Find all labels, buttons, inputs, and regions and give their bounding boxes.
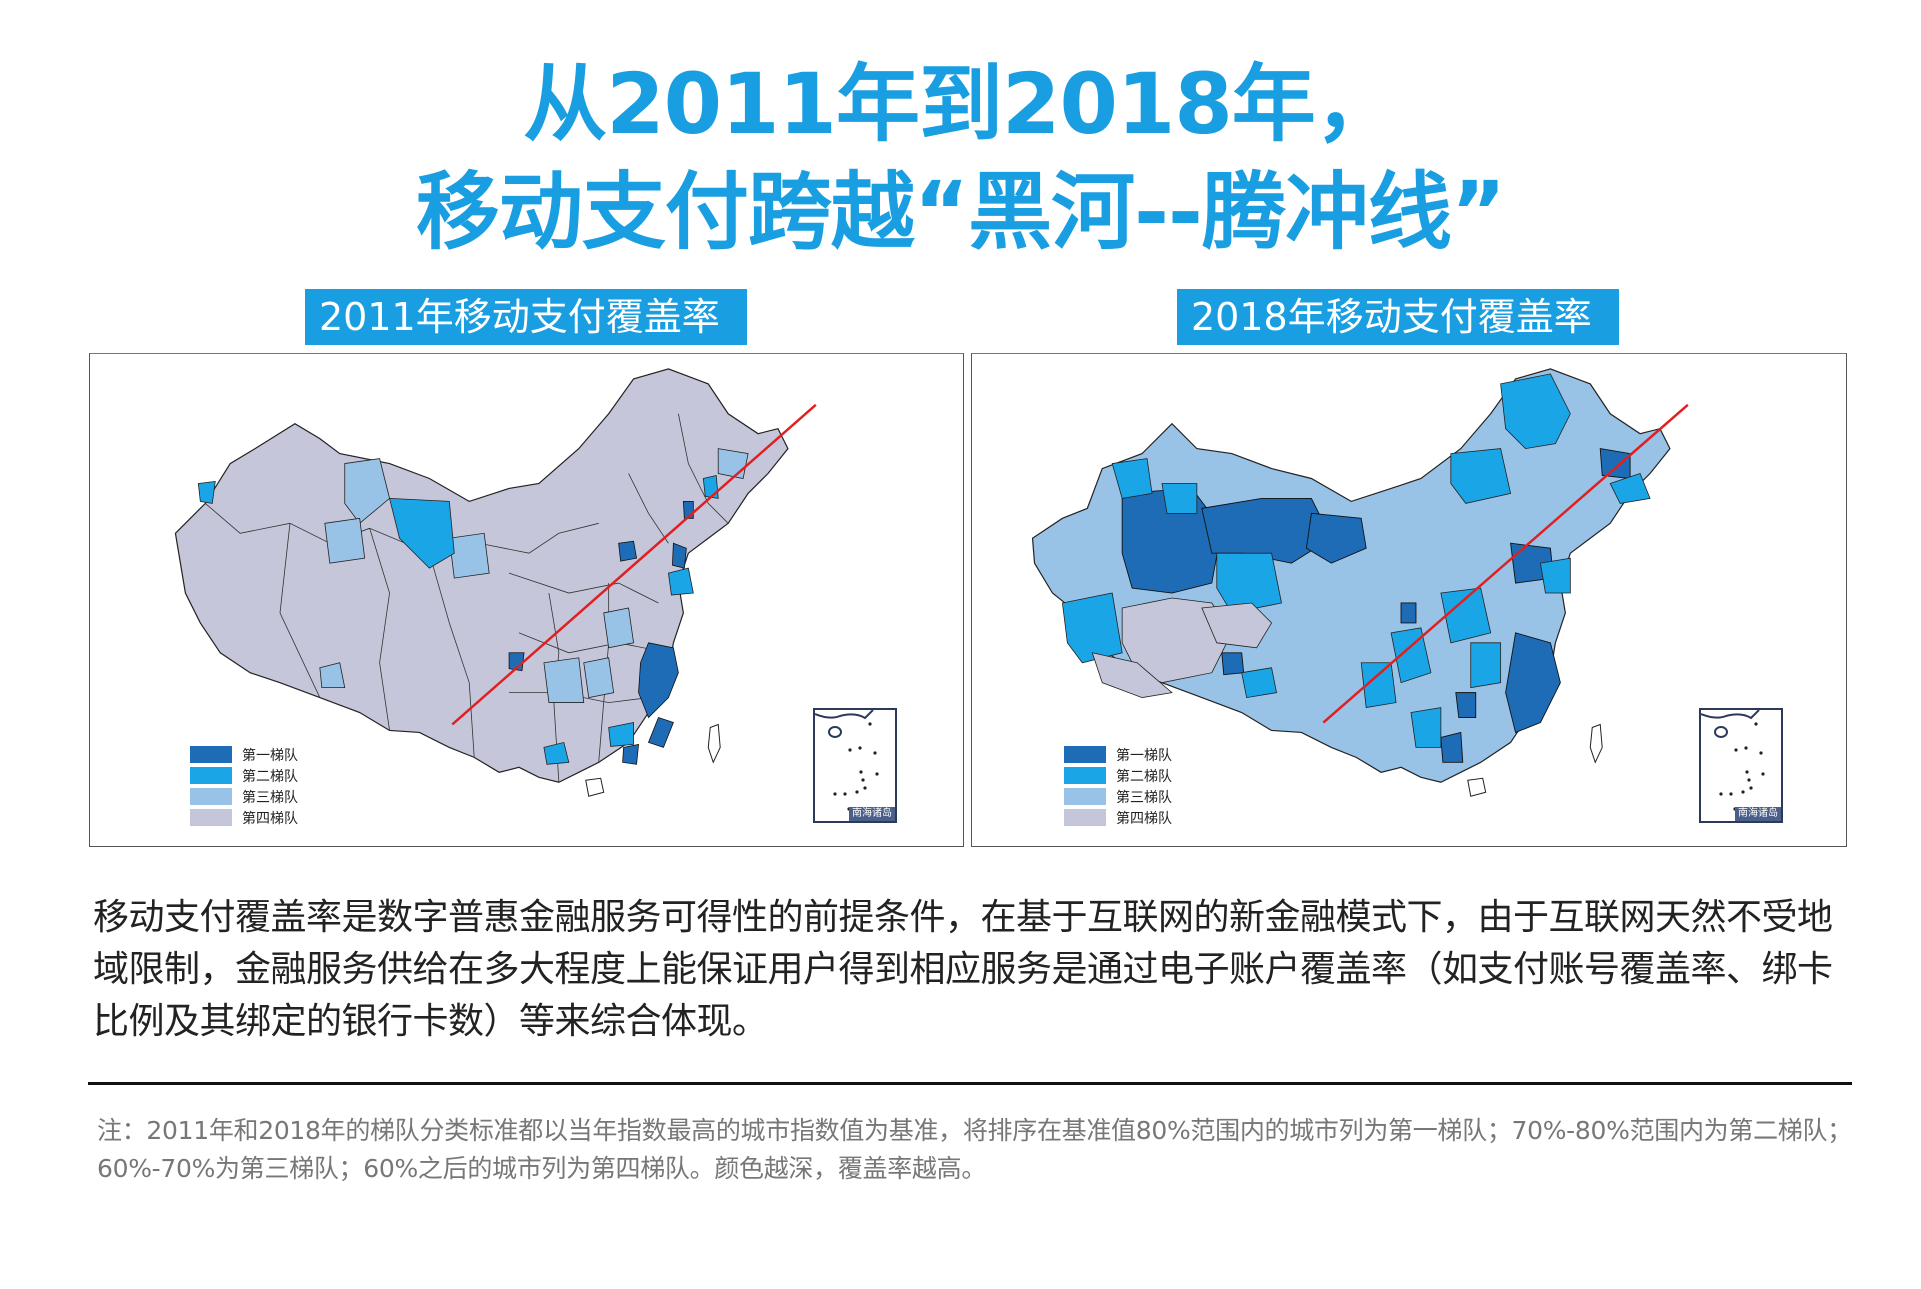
map-2011-label: 2011年移动支付覆盖率 — [305, 289, 747, 345]
legend-label: 第四梯队 — [1116, 810, 1172, 827]
map-legend: 第一梯队 第二梯队 第三梯队 第四梯队 — [1064, 744, 1172, 828]
inset-label: 南海诸岛 — [1735, 807, 1781, 821]
inset-label: 南海诸岛 — [849, 807, 895, 821]
body-paragraph: 移动支付覆盖率是数字普惠金融服务可得性的前提条件，在基于互联网的新金融模式下，由… — [93, 897, 1833, 1042]
legend-swatch-tier4 — [1064, 809, 1106, 826]
legend-swatch-tier3 — [190, 788, 232, 805]
page-title-line-1: 从2011年到2018年， — [523, 55, 1399, 153]
map-panel-2018: 第一梯队 第二梯队 第三梯队 第四梯队 — [971, 353, 1847, 847]
china-landmass — [174, 368, 789, 783]
legend-swatch-tier1 — [190, 746, 232, 763]
legend-swatch-tier3 — [1064, 788, 1106, 805]
legend-item-tier2: 第二梯队 — [1064, 765, 1172, 786]
taiwan — [1589, 723, 1603, 764]
hu-line — [1322, 403, 1689, 724]
legend-item-tier3: 第三梯队 — [1064, 786, 1172, 807]
china-map-2011 — [174, 368, 817, 797]
taiwan — [707, 723, 721, 764]
hainan — [585, 777, 605, 797]
legend-label: 第二梯队 — [242, 768, 298, 785]
legend-swatch-tier4 — [190, 809, 232, 826]
inset-map — [1700, 709, 1765, 811]
hu-line — [451, 403, 817, 726]
footnote: 注：2011年和2018年的梯队分类标准都以当年指数最高的城市指数值为基准，将排… — [97, 1116, 1852, 1183]
legend-item-tier4: 第四梯队 — [1064, 807, 1172, 828]
divider-line — [88, 1082, 1852, 1085]
legend-swatch-tier2 — [190, 767, 232, 784]
legend-item-tier1: 第一梯队 — [1064, 744, 1172, 765]
legend-item-tier2: 第二梯队 — [190, 765, 298, 786]
map-legend: 第一梯队 第二梯队 第三梯队 第四梯队 — [190, 744, 298, 828]
legend-label: 第四梯队 — [242, 810, 298, 827]
map-panel-2011: 第一梯队 第二梯队 第三梯队 第四梯队 — [89, 353, 964, 847]
legend-label: 第一梯队 — [1116, 747, 1172, 764]
page-title-line-2: 移动支付跨越“黑河--腾冲线” — [415, 163, 1506, 261]
inset-map — [814, 709, 879, 811]
china-map-2018 — [1031, 368, 1689, 797]
legend-label: 第三梯队 — [242, 789, 298, 806]
south-china-sea-inset: 南海诸岛 — [1699, 708, 1783, 823]
map-2018-label: 2018年移动支付覆盖率 — [1177, 289, 1619, 345]
legend-swatch-tier2 — [1064, 767, 1106, 784]
legend-item-tier1: 第一梯队 — [190, 744, 298, 765]
hainan — [1467, 777, 1487, 797]
south-china-sea-inset: 南海诸岛 — [813, 708, 897, 823]
legend-label: 第一梯队 — [242, 747, 298, 764]
legend-swatch-tier1 — [1064, 746, 1106, 763]
legend-item-tier4: 第四梯队 — [190, 807, 298, 828]
legend-label: 第三梯队 — [1116, 789, 1172, 806]
legend-item-tier3: 第三梯队 — [190, 786, 298, 807]
legend-label: 第二梯队 — [1116, 768, 1172, 785]
